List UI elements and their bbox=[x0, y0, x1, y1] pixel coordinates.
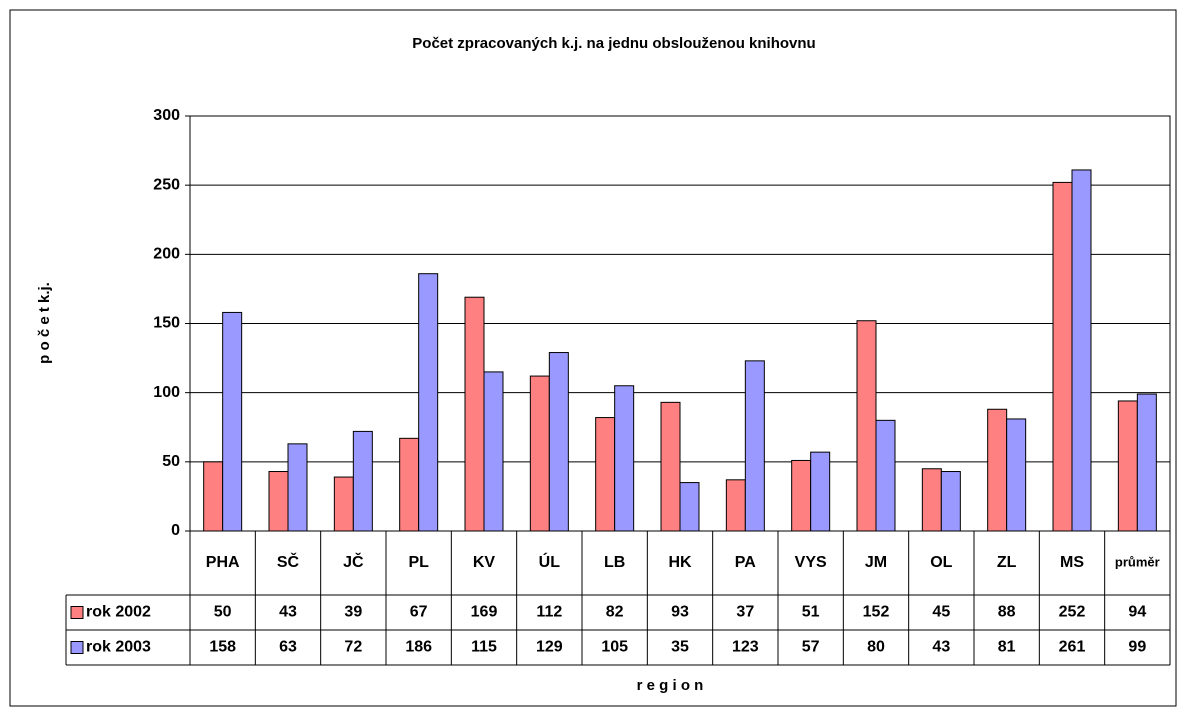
x-tick-label: PHA bbox=[206, 554, 240, 571]
bar bbox=[595, 417, 616, 532]
data-label: 112 bbox=[536, 604, 562, 621]
x-tick-label: průměr bbox=[1115, 554, 1160, 569]
data-label: 37 bbox=[736, 604, 754, 621]
data-label: 57 bbox=[802, 639, 820, 656]
bar bbox=[464, 296, 485, 532]
bar bbox=[614, 385, 635, 532]
x-tick-label: MS bbox=[1060, 554, 1084, 571]
bar bbox=[921, 468, 942, 532]
data-label: 63 bbox=[279, 639, 297, 656]
y-tick-label: 150 bbox=[153, 315, 180, 332]
data-label: 94 bbox=[1128, 604, 1146, 621]
bar bbox=[548, 352, 569, 532]
bar bbox=[483, 371, 504, 532]
bar bbox=[352, 430, 373, 532]
y-axis-label: p o č e t k.j. bbox=[36, 282, 53, 364]
legend-label: rok 2002 bbox=[86, 604, 151, 621]
bar bbox=[1006, 418, 1027, 532]
x-tick-label: JM bbox=[865, 554, 887, 571]
data-label: 152 bbox=[863, 604, 890, 621]
data-label: 67 bbox=[410, 604, 428, 621]
bar bbox=[333, 476, 354, 532]
data-label: 169 bbox=[471, 604, 498, 621]
x-tick-label: KV bbox=[473, 554, 496, 571]
legend-label: rok 2003 bbox=[86, 639, 151, 656]
data-label: 186 bbox=[405, 639, 432, 656]
x-tick-label: PL bbox=[408, 554, 429, 571]
data-label: 50 bbox=[214, 604, 232, 621]
x-tick-label: HK bbox=[668, 554, 692, 571]
x-tick-label: ZL bbox=[997, 554, 1017, 571]
data-label: 80 bbox=[867, 639, 885, 656]
legend-swatch bbox=[70, 641, 84, 654]
bar bbox=[268, 471, 289, 532]
data-label: 252 bbox=[1059, 604, 1086, 621]
data-label: 93 bbox=[671, 604, 689, 621]
chart-title: Počet zpracovaných k.j. na jednu obslouž… bbox=[412, 35, 815, 52]
bar bbox=[1117, 400, 1138, 532]
bar bbox=[1136, 393, 1157, 532]
data-label: 72 bbox=[344, 639, 362, 656]
bar bbox=[287, 443, 308, 532]
bar bbox=[940, 471, 961, 532]
data-label: 158 bbox=[209, 639, 236, 656]
bar bbox=[856, 320, 877, 532]
x-axis-label: r e g i o n bbox=[637, 677, 704, 694]
data-label: 39 bbox=[344, 604, 362, 621]
data-label: 105 bbox=[601, 639, 628, 656]
bar bbox=[875, 419, 896, 532]
data-label: 35 bbox=[671, 639, 689, 656]
y-tick-label: 50 bbox=[162, 453, 180, 470]
y-tick-label: 200 bbox=[153, 246, 180, 263]
data-label: 123 bbox=[732, 639, 759, 656]
data-label: 51 bbox=[802, 604, 820, 621]
x-tick-label: ÚL bbox=[539, 552, 561, 571]
data-label: 115 bbox=[471, 639, 497, 656]
y-tick-label: 250 bbox=[153, 176, 180, 193]
data-label: 99 bbox=[1128, 639, 1146, 656]
data-label: 261 bbox=[1059, 639, 1086, 656]
data-label: 81 bbox=[998, 639, 1016, 656]
bar bbox=[810, 451, 831, 532]
bar bbox=[1071, 169, 1092, 532]
bar bbox=[744, 360, 765, 532]
bar bbox=[418, 273, 439, 532]
bar bbox=[660, 401, 681, 532]
x-tick-label: SČ bbox=[277, 552, 300, 571]
y-tick-label: 0 bbox=[171, 522, 180, 539]
x-tick-label: PA bbox=[735, 554, 756, 571]
data-label: 45 bbox=[932, 604, 950, 621]
x-tick-label: LB bbox=[604, 554, 625, 571]
bar bbox=[222, 311, 243, 532]
data-label: 82 bbox=[606, 604, 624, 621]
bar bbox=[987, 408, 1008, 532]
bar bbox=[679, 482, 700, 532]
y-tick-label: 300 bbox=[153, 107, 180, 124]
data-label: 43 bbox=[279, 604, 297, 621]
x-tick-label: VYS bbox=[795, 554, 827, 571]
bar bbox=[399, 437, 420, 532]
bar bbox=[203, 461, 224, 532]
bar bbox=[1052, 181, 1073, 532]
legend-swatch bbox=[70, 606, 84, 619]
x-tick-label: OL bbox=[930, 554, 952, 571]
data-label: 88 bbox=[998, 604, 1016, 621]
bar bbox=[725, 479, 746, 532]
data-label: 129 bbox=[536, 639, 563, 656]
bar bbox=[529, 375, 550, 532]
bar bbox=[791, 459, 812, 532]
y-tick-label: 100 bbox=[153, 384, 180, 401]
x-tick-label: JČ bbox=[343, 552, 364, 571]
data-label: 43 bbox=[932, 639, 950, 656]
